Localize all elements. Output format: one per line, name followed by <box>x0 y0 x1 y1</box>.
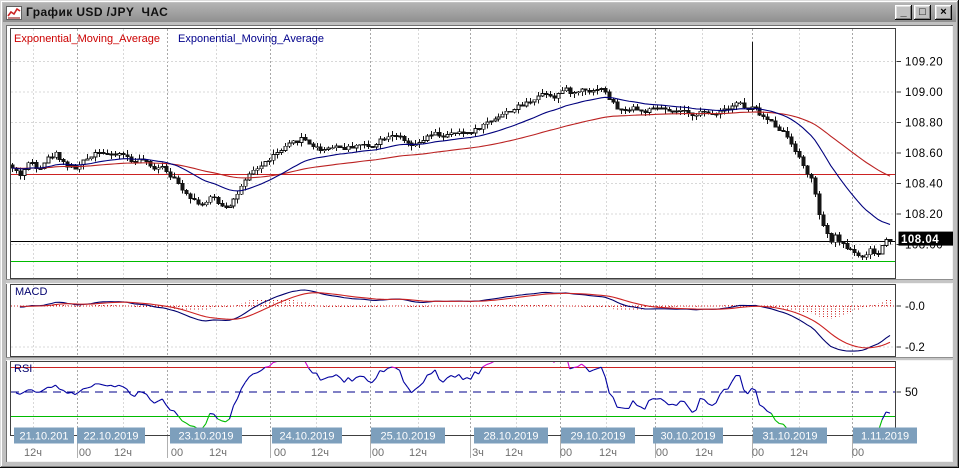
window-titlebar[interactable]: График USD /JPY ЧАС _ □ × <box>3 3 956 22</box>
time-label: 00 <box>656 447 668 459</box>
current-price-label: 108.04 <box>901 234 939 246</box>
panel-divider <box>6 279 953 284</box>
time-label: 00 <box>852 447 864 459</box>
date-label-box <box>561 427 635 444</box>
time-label: 00 <box>372 447 384 459</box>
maximize-button[interactable]: □ <box>914 5 931 20</box>
panel-frame <box>10 28 896 279</box>
current-price-box <box>898 231 953 246</box>
close-button[interactable]: × <box>935 5 952 20</box>
panel-frame <box>10 284 896 357</box>
date-label: 1.11.2019 <box>861 431 909 443</box>
panel-background <box>10 284 896 357</box>
time-label: 00 <box>274 447 286 459</box>
date-label-box <box>853 427 917 444</box>
panel-background <box>10 361 896 436</box>
date-label: 30.10.2019 <box>660 431 715 443</box>
time-label: 12ч <box>209 447 227 459</box>
date-label: 28.10.2019 <box>483 431 538 443</box>
date-label-box <box>753 427 827 444</box>
date-label: 31.10.2019 <box>762 431 817 443</box>
time-label: 3ч <box>472 447 484 459</box>
macd-tick-label: -0.2 <box>905 342 925 354</box>
price-tick-label: 108.80 <box>905 118 943 130</box>
date-axis: 21.10.201 22.10.2019 23.10.2019 24.10.2019 2… <box>14 427 917 459</box>
price-tick-label: 109.20 <box>905 57 943 69</box>
date-label: 23.10.2019 <box>178 431 233 443</box>
time-label: 00 <box>79 447 91 459</box>
time-label: 12ч <box>409 447 427 459</box>
price-tick-label: 109.00 <box>905 87 943 99</box>
date-label-box <box>77 427 145 444</box>
rsi-tick-label: 50 <box>905 387 918 399</box>
ema-fast-line <box>11 96 891 226</box>
chart-app-icon <box>6 5 22 20</box>
window-controls: _ □ × <box>895 5 953 20</box>
time-label: 12ч <box>114 447 132 459</box>
time-label: 00 <box>752 447 764 459</box>
chart-canvas[interactable]: 109.20 109.00 108.80 108.60 108.40 108.20 108.… <box>6 25 953 462</box>
date-label-box <box>14 427 74 444</box>
time-label: 00 <box>171 447 183 459</box>
date-label-box <box>272 427 342 444</box>
time-label: 12ч <box>24 447 42 459</box>
minimize-button[interactable]: _ <box>895 5 912 20</box>
price-axis: 109.20 109.00 108.80 108.60 108.40 108.20 108.… <box>896 57 943 399</box>
time-label: 12ч <box>599 447 617 459</box>
time-label: 12ч <box>505 447 523 459</box>
chart-area: 109.20 109.00 108.80 108.60 108.40 108.20 108.… <box>6 25 953 462</box>
time-label: 00 <box>560 447 572 459</box>
date-label-box <box>653 427 723 444</box>
panel-divider <box>6 357 953 361</box>
price-tick-label: 108.60 <box>905 148 943 160</box>
time-label: 12ч <box>311 447 329 459</box>
window-title: График USD /JPY ЧАС <box>26 5 169 19</box>
date-label: 21.10.201 <box>20 431 69 443</box>
price-tick-label: 108.20 <box>905 209 943 221</box>
date-label: 22.10.2019 <box>83 431 138 443</box>
macd-tick-label: -0.0 <box>905 301 925 313</box>
date-label: 29.10.2019 <box>570 431 625 443</box>
ema-slow-line <box>11 111 891 179</box>
date-label: 24.10.2019 <box>279 431 334 443</box>
date-label: 25.10.2019 <box>380 431 435 443</box>
price-tick-label: 108.40 <box>905 179 943 191</box>
macd-signal-line <box>19 292 891 349</box>
date-label-box <box>371 427 445 444</box>
time-label: 12ч <box>790 447 808 459</box>
date-label-box <box>170 427 242 444</box>
date-label-box <box>474 427 548 444</box>
time-label: 12ч <box>695 447 713 459</box>
panel-frame <box>10 361 896 436</box>
